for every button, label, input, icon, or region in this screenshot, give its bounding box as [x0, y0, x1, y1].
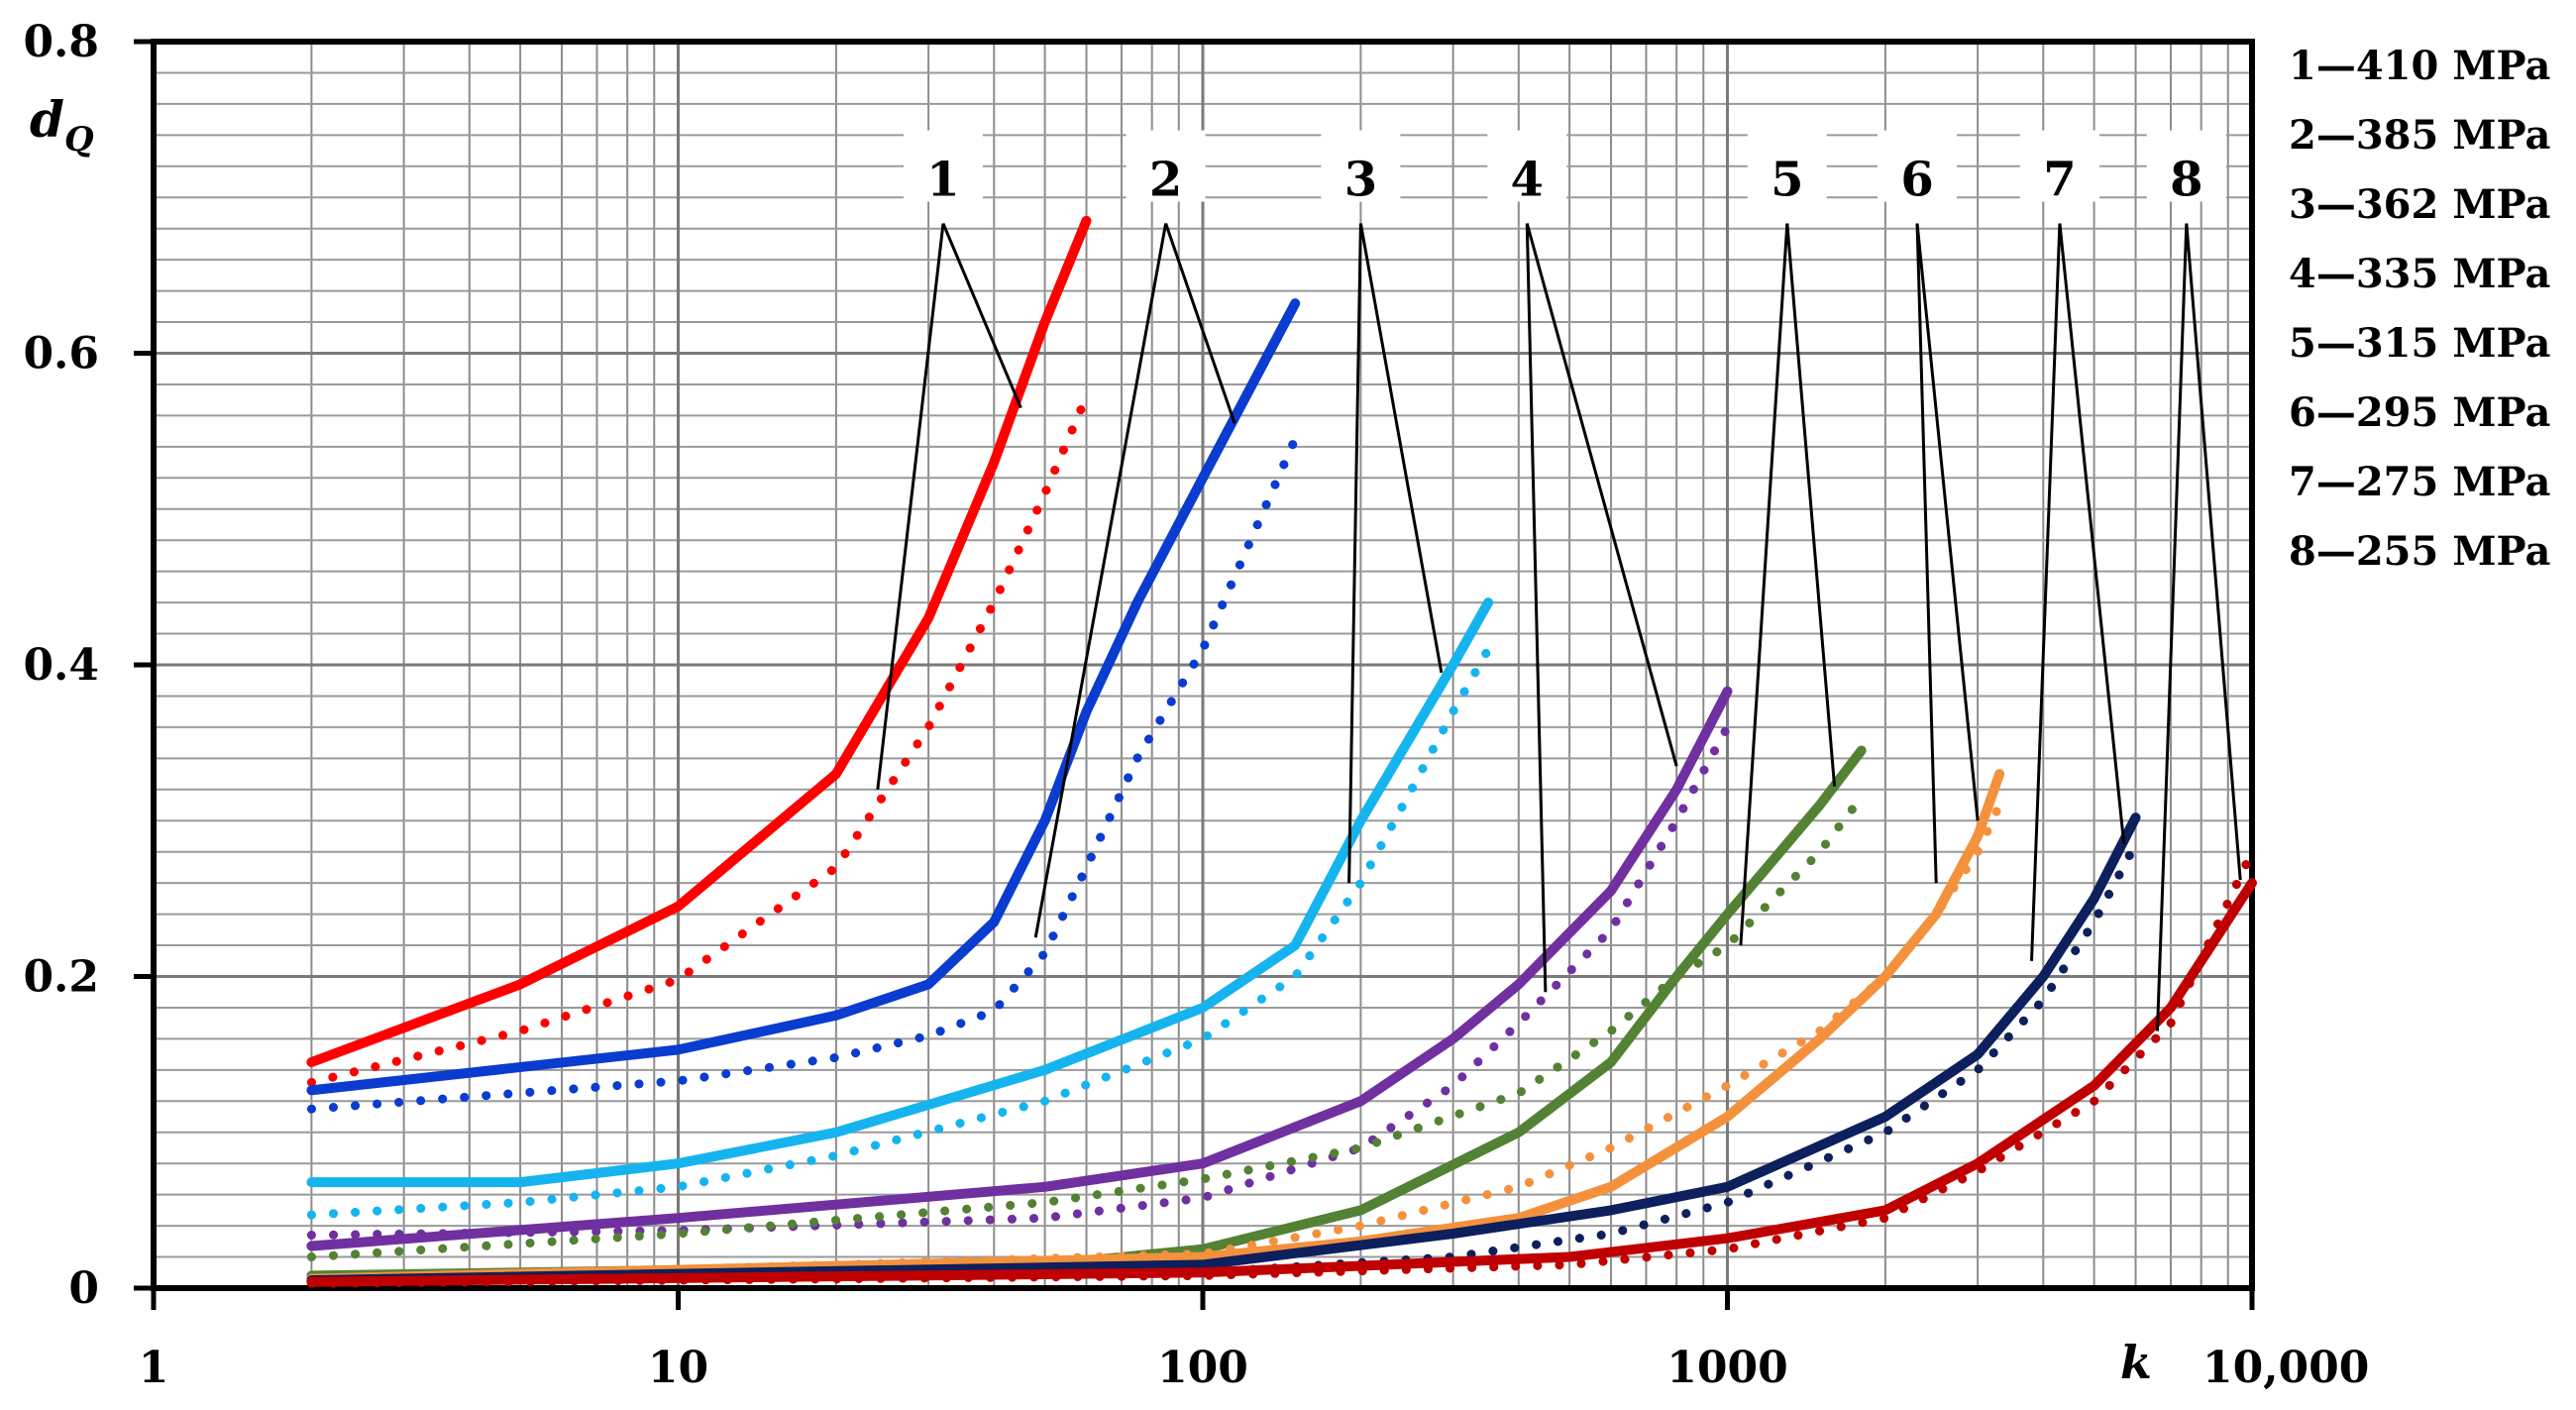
series-line-2-solid: [306, 298, 1301, 1096]
legend-entry-text: 3—362 MPa: [2289, 181, 2550, 228]
callout-label-bg: [1126, 130, 1206, 202]
x-tick-label: 1: [139, 1343, 169, 1393]
axis-layer: 1 10 100 1000 10,000 0 0.2 0.4 0.6 0.8: [23, 17, 2369, 1393]
callout-label: 7: [2043, 153, 2076, 208]
callout-leader-line: [1525, 223, 1548, 993]
callout-label-bg: [2019, 130, 2099, 202]
callout-layer: 1 2 3 4 5 6 7 8: [876, 130, 2242, 1031]
callout-label-bg: [2146, 130, 2226, 202]
series-layer: [306, 215, 2257, 1288]
series-line-7-solid: [306, 813, 2141, 1286]
series-line-5-dotted: [306, 793, 1867, 1261]
callout-label-bg: [903, 130, 983, 202]
callout-label: 5: [1771, 153, 1803, 208]
series-line-3-solid: [306, 597, 1494, 1188]
legend-entry-text: 6—295 MPa: [2289, 389, 2550, 436]
svg-text:dQ: dQ: [30, 90, 94, 160]
series-line-1-dotted: [306, 392, 1091, 1087]
legend-entry-text: 8—255 MPa: [2289, 528, 2550, 575]
y-tick-label: 0: [68, 1263, 99, 1314]
series-line-7-dotted: [306, 839, 2140, 1287]
y-tick-label: 0.8: [23, 17, 99, 67]
series-line-8-dotted: [306, 847, 2257, 1288]
callout-label-bg: [1878, 130, 1958, 202]
grid-major: [154, 42, 2252, 1288]
y-axis-title: dQ: [30, 90, 94, 160]
callout-label-bg: [1321, 130, 1401, 202]
y-tick-label: 0.6: [23, 329, 99, 380]
callout-leader-line: [941, 222, 1022, 409]
callout-label: 1: [926, 153, 959, 208]
callout-leader-line: [1785, 223, 1837, 787]
series-line-4-dotted: [306, 722, 1732, 1240]
callout-label: 4: [1511, 153, 1544, 208]
callout-leader-line: [1525, 223, 1678, 767]
callout-label: 2: [1149, 153, 1182, 208]
callout-leader-line: [1347, 223, 1362, 884]
callout-leader-line: [1915, 223, 1980, 821]
callout-leader-line: [2029, 223, 2062, 961]
callout-leader-line: [2185, 223, 2242, 881]
legend-entry-text: 2—385 MPa: [2289, 112, 2550, 159]
x-tick-label: 10,000: [2202, 1343, 2369, 1393]
legend-entry-text: 5—315 MPa: [2289, 320, 2550, 367]
callout-leader-line: [1915, 223, 1938, 884]
legend: 1—410 MPa 2—385 MPa 3—362 MPa 4—335 MPa 5—31…: [2289, 43, 2550, 575]
y-tick-label: 0.4: [23, 640, 99, 691]
y-tick-label: 0.2: [23, 952, 99, 1003]
legend-entry-text: 1—410 MPa: [2289, 43, 2550, 89]
x-tick-label: 10: [648, 1343, 708, 1393]
callout-label: 3: [1344, 153, 1377, 208]
callout-leader-line: [1033, 223, 1168, 938]
callout-label: 8: [2170, 153, 2202, 208]
callout-leader-line: [1358, 223, 1444, 674]
x-tick-label: 100: [1157, 1343, 1248, 1393]
y-axis-title-main: d: [30, 90, 64, 149]
callout-leader-line: [1164, 223, 1236, 424]
callout-label-bg: [1487, 130, 1567, 202]
legend-entry-text: 7—275 MPa: [2289, 459, 2550, 505]
x-axis-title: k: [2120, 1336, 2152, 1389]
callout-leader-line: [2155, 223, 2189, 1031]
series-line-4-solid: [306, 686, 1733, 1251]
callout-leader-line: [876, 223, 945, 790]
series-line-2-dotted: [306, 434, 1300, 1114]
y-axis-title-subscript: Q: [64, 120, 94, 160]
callout-leader-line: [2058, 223, 2126, 844]
series-line-1-solid: [306, 215, 1092, 1067]
series-line-6-dotted: [306, 801, 2004, 1285]
callout-label: 6: [1900, 153, 1933, 208]
callout-label-bg: [1747, 130, 1827, 202]
callout-leader-line: [1739, 223, 1789, 946]
legend-entry-text: 4—335 MPa: [2289, 251, 2550, 297]
series-line-8-solid: [306, 878, 2257, 1287]
x-tick-label: 1000: [1666, 1343, 1787, 1393]
